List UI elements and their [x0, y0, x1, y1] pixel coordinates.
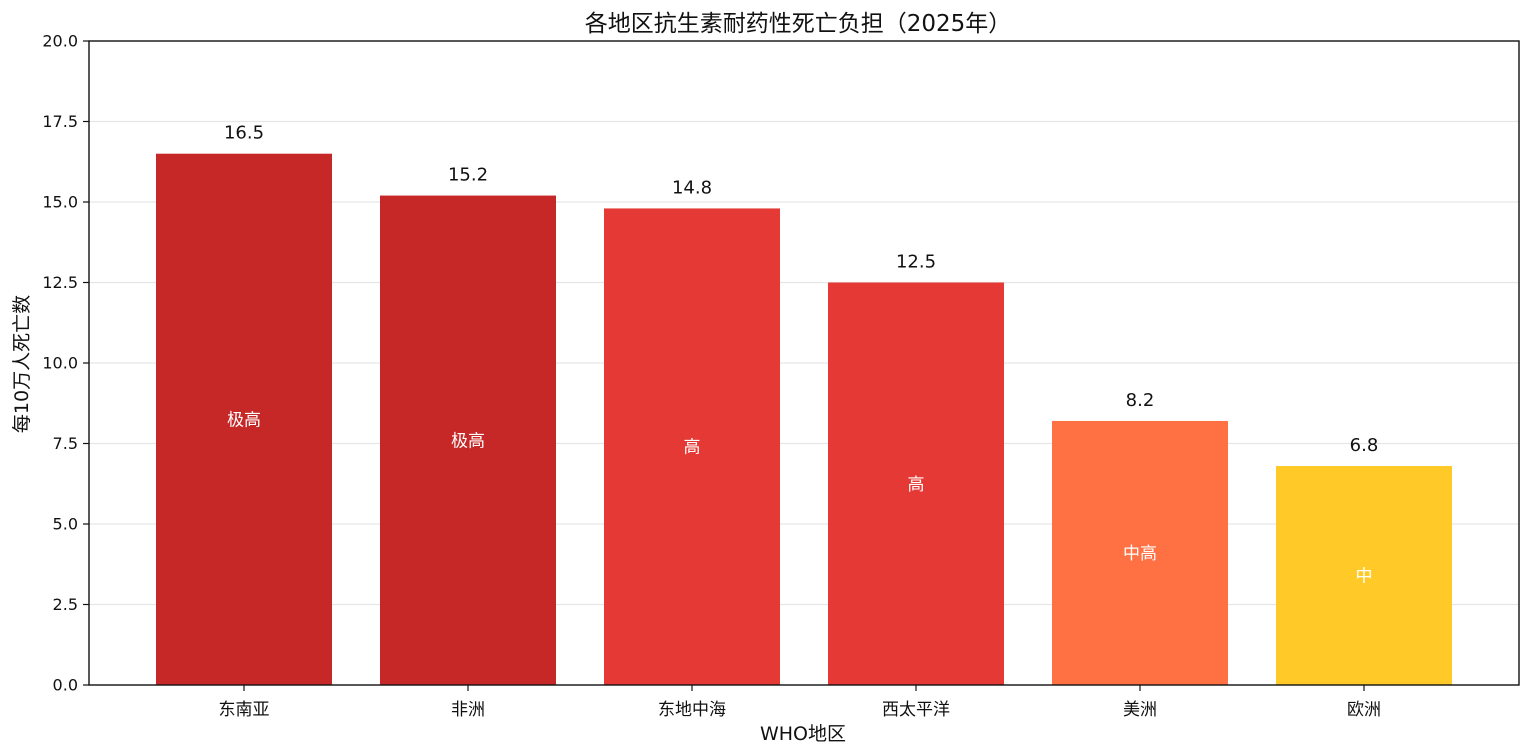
y-axis-label: 每10万人死亡数: [11, 295, 33, 433]
bar-level-label: 极高: [451, 431, 485, 451]
bar: [1276, 466, 1452, 685]
y-tick-label: 2.5: [53, 595, 78, 614]
bar: [828, 282, 1004, 685]
axes-layer: [83, 40, 1520, 691]
x-tick-label: 东南亚: [219, 700, 270, 720]
bar-level-label: 高: [908, 475, 925, 495]
bar: [1052, 420, 1228, 685]
bar-value-label: 16.5: [224, 123, 264, 144]
y-tick-label: 17.5: [42, 112, 78, 131]
bar: [156, 153, 332, 685]
y-tick-label: 15.0: [42, 193, 78, 212]
bar-level-label: 中: [1356, 567, 1373, 587]
chart-title: 各地区抗生素耐药性死亡负担（2025年）: [585, 11, 1012, 37]
bar-level-label: 中高: [1123, 544, 1157, 564]
bar-value-label: 8.2: [1126, 390, 1155, 411]
bar: [380, 195, 556, 685]
y-tick-label: 12.5: [42, 273, 78, 292]
x-tick-label: 东地中海: [658, 700, 726, 720]
y-tick-label: 5.0: [53, 515, 78, 534]
plot-frame: [88, 40, 1520, 686]
bar-value-label: 12.5: [896, 252, 936, 273]
bar: [604, 208, 780, 685]
x-tick-label: 非洲: [451, 700, 485, 720]
y-tick-label: 10.0: [42, 354, 78, 373]
y-tick-label: 20.0: [42, 32, 78, 51]
bar-value-label: 14.8: [672, 177, 712, 198]
x-tick-label: 欧洲: [1347, 700, 1381, 720]
y-tick-label: 0.0: [53, 676, 78, 695]
bars-layer: [156, 153, 1452, 685]
bar-level-label: 极高: [227, 410, 261, 430]
x-axis-label: WHO地区: [760, 723, 846, 745]
bar-level-label: 高: [684, 438, 701, 458]
labels-layer: 0.0 2.5 5.0 7.5 10.0 12.5 15.0 17.5 20.0 16.5 极高东南…: [42, 32, 1381, 721]
y-tick-label: 7.5: [53, 434, 78, 453]
x-tick-label: 西太平洋: [882, 700, 950, 720]
bar-value-label: 6.8: [1350, 435, 1379, 456]
bar-value-label: 15.2: [448, 165, 488, 186]
x-tick-label: 美洲: [1123, 700, 1157, 720]
